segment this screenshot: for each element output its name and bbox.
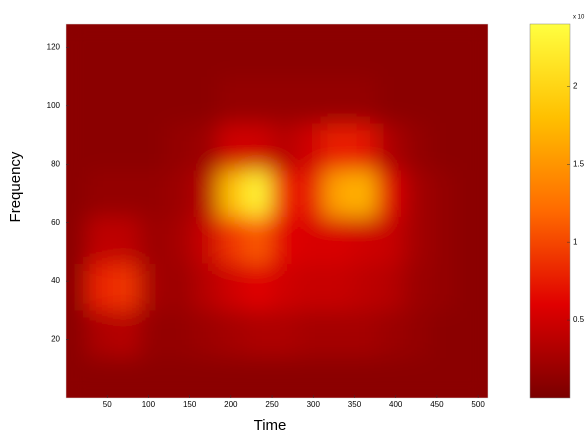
colorbar-label: x 10	[573, 15, 585, 21]
x-tick-label: 150	[183, 400, 197, 409]
x-tick-label: 100	[142, 400, 156, 409]
x-tick-label: 450	[430, 400, 444, 409]
heatmap-cells	[66, 24, 488, 398]
x-tick-label: 400	[389, 400, 403, 409]
x-tick-label: 200	[224, 400, 238, 409]
y-tick-label: 100	[47, 101, 61, 110]
y-tick-label: 120	[47, 42, 61, 51]
colorbar-tick-label: 0.5	[573, 315, 585, 324]
y-tick-label: 80	[51, 159, 60, 168]
colorbar	[529, 23, 571, 399]
x-tick-label: 250	[265, 400, 279, 409]
y-tick-label: 20	[51, 335, 60, 344]
colorbar-tick-label: 1	[573, 237, 578, 246]
x-tick-label: 300	[307, 400, 321, 409]
x-tick-label: 350	[348, 400, 362, 409]
plot-area	[66, 24, 488, 398]
y-tick-label: 40	[51, 276, 60, 285]
x-tick-label: 50	[103, 400, 112, 409]
y-axis-label: Frequency	[7, 151, 24, 222]
y-tick-label: 60	[51, 218, 60, 227]
colorbar-tick-label: 2	[573, 81, 578, 90]
colorbar-tick-label: 1.5	[573, 159, 585, 168]
x-tick-label: 500	[471, 400, 485, 409]
heat-cell	[455, 24, 488, 77]
plot-frame	[65, 23, 489, 399]
x-axis-label: Time	[254, 417, 287, 434]
